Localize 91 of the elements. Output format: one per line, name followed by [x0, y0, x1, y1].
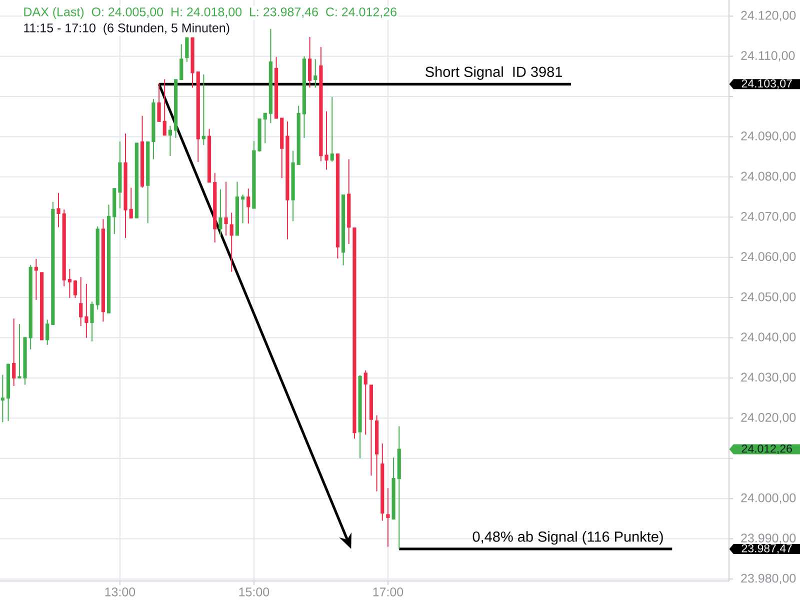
y-tick-label: 24.060,00 [741, 252, 796, 262]
candlestick [140, 115, 144, 188]
candlestick [46, 319, 50, 346]
candlestick [28, 264, 32, 350]
candlestick [308, 36, 312, 88]
candlestick [152, 98, 156, 160]
candlestick [6, 363, 10, 422]
candlestick [386, 488, 390, 548]
candlestick [196, 71, 200, 163]
candlestick [314, 58, 318, 88]
y-tick-label: 23.990,00 [741, 534, 796, 544]
candlestick [380, 442, 384, 522]
candlestick [68, 268, 72, 298]
candlestick [106, 204, 111, 314]
candlestick [174, 79, 178, 138]
candlestick [18, 324, 22, 378]
y-tick-label: 23.980,00 [741, 574, 796, 584]
candlestick [263, 112, 267, 144]
candlestick [374, 414, 379, 492]
candlestick [291, 150, 295, 222]
candlestick [240, 194, 245, 224]
candlestick [134, 142, 138, 218]
candlestick [369, 384, 374, 476]
y-tick-label: 24.070,00 [741, 212, 796, 222]
candlestick [336, 153, 340, 260]
x-tick-label: 17:00 [373, 588, 404, 596]
y-tick-label: 24.110,00 [741, 51, 795, 62]
candlestick [180, 44, 184, 80]
candlestick [252, 140, 256, 209]
y-tick-label: 24.040,00 [741, 332, 796, 343]
candlestick [330, 96, 334, 162]
candlestick [224, 181, 228, 236]
candlestick [96, 226, 100, 310]
candlestick [392, 457, 396, 520]
candlestick [124, 132, 128, 239]
candlestick [230, 212, 234, 272]
candlestick [296, 105, 300, 165]
candlestick [302, 56, 306, 138]
candlestick [73, 280, 78, 298]
candlestick [101, 218, 105, 322]
candlestick [364, 370, 368, 436]
y-tick-label: 24.120,00 [741, 10, 796, 22]
candlestick [347, 158, 351, 245]
candlestick [129, 187, 133, 218]
candlestick [280, 118, 284, 179]
candlestick [79, 276, 83, 327]
candlestick [258, 118, 262, 152]
candlestick [168, 125, 172, 156]
candlestick [146, 141, 150, 224]
x-tick-label: 13:00 [105, 588, 136, 596]
candlestick [358, 374, 362, 459]
annotation: Short Signal ID 3981 [426, 66, 562, 80]
candlestick [90, 301, 94, 342]
y-tick-label: 24.050,00 [741, 292, 796, 303]
candlestick [286, 120, 290, 240]
candlestick [112, 188, 116, 235]
candlestick [190, 37, 194, 88]
candlestick [162, 78, 166, 136]
y-tick-label: 24.012,26 [742, 444, 792, 454]
y-tick-label: 24.020,00 [741, 412, 796, 424]
candlestick [246, 188, 250, 224]
candlestick [207, 128, 212, 183]
candlestick [118, 141, 122, 209]
candlestick [40, 272, 44, 340]
candlestick [12, 318, 16, 386]
candlestick [62, 208, 66, 287]
annotation: 0,48% ab Signal (116 Punkte) [472, 531, 663, 545]
y-tick-label: 24.080,00 [741, 172, 796, 182]
candlestick [213, 172, 217, 243]
candlestick [218, 188, 222, 238]
candlestick [274, 56, 278, 119]
candlestick [157, 82, 161, 122]
text: 11:15 - 17:10 (6 Stunden, 5 Minuten) [24, 23, 230, 35]
candlestick [0, 374, 4, 423]
candlestick [397, 426, 401, 550]
candlestick [51, 201, 55, 325]
x-tick-label: 15:00 [239, 588, 270, 596]
y-tick-label: 24.103,07 [742, 79, 792, 89]
candlestick [84, 283, 88, 338]
candlestick [56, 192, 60, 228]
candlestick [185, 37, 189, 62]
y-tick-label: 23.987,47 [742, 544, 792, 554]
candlestick [235, 181, 239, 236]
text: DAX (Last) O: 24.005,00 H: 24.018,00 L: 23.987,46 C: 24.012,26 [24, 7, 396, 19]
y-tick-label: 24.090,00 [741, 132, 796, 142]
y-tick-label: 24.030,00 [741, 372, 796, 384]
candlestick [341, 194, 346, 266]
candlestick [23, 336, 27, 386]
y-tick-label: 24.000,00 [741, 493, 796, 504]
candlestick [352, 227, 356, 440]
candlestick [268, 28, 272, 124]
